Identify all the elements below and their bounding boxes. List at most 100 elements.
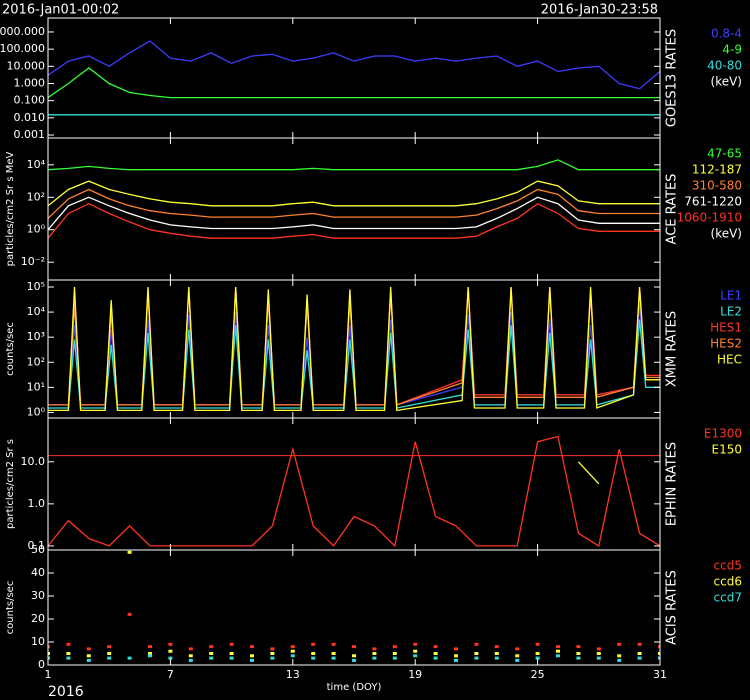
y-tick-label: 0.001 (14, 128, 46, 141)
scatter-point (290, 654, 295, 658)
legend-entry: 310-580 (692, 179, 742, 193)
scatter-point (250, 658, 254, 662)
scatter-point (474, 652, 479, 655)
legend-entry: HES1 (710, 321, 742, 335)
scatter-point (454, 658, 458, 662)
plot-area (48, 435, 660, 548)
scatter-point (617, 658, 622, 662)
scatter-point (413, 649, 418, 653)
plot-area (48, 159, 660, 239)
scatter-point (188, 647, 193, 651)
scatter-point (331, 642, 336, 646)
y-axis-title: counts/sec (5, 322, 16, 376)
legend-entry: ccd6 (714, 575, 742, 589)
series-line (48, 202, 660, 239)
panel-label: XMM RATES (665, 311, 680, 387)
y-tick-label: 10 (31, 635, 45, 648)
legend-entry: HES2 (710, 337, 742, 351)
scatter-point (229, 642, 234, 646)
series-line (48, 159, 660, 171)
scatter-point (556, 645, 560, 649)
scatter-point (250, 645, 254, 649)
scatter-point (48, 656, 50, 660)
x-tick-label: 19 (408, 668, 422, 681)
scatter-point (433, 645, 438, 649)
y-tick-label: 100.000 (0, 42, 45, 55)
y-tick-label: 10¹ (27, 380, 45, 393)
series-line (48, 67, 660, 99)
scatter-point (107, 645, 112, 649)
scatter-point (66, 642, 71, 646)
y-axis-title: particles/cm2 Sr s (5, 439, 16, 529)
scatter-point (596, 656, 601, 660)
scatter-point (658, 652, 660, 655)
scatter-point (352, 645, 356, 649)
y-tick-label: 1.0 (28, 497, 46, 510)
scatter-point (576, 656, 581, 660)
x-tick-label: 13 (286, 668, 300, 681)
series-line (48, 196, 660, 231)
scatter-point (372, 647, 377, 651)
start-time: 2016-Jan01-00:02 (2, 3, 119, 18)
y-tick-label: 10² (27, 355, 45, 368)
scatter-point (596, 652, 601, 655)
scatter-point (188, 654, 193, 658)
scatter-point (433, 652, 438, 655)
scatter-point (637, 652, 642, 655)
scatter-point (127, 550, 132, 554)
y-tick-label: 10² (27, 190, 45, 203)
scatter-point (392, 652, 397, 655)
scatter-point (250, 654, 254, 658)
x-tick-label: 7 (167, 668, 174, 681)
y-tick-label: 1.000 (14, 76, 46, 89)
scatter-point (372, 656, 377, 660)
scatter-point (86, 647, 91, 651)
y-tick-label: 40 (31, 566, 45, 579)
scatter-point (48, 652, 50, 655)
scatter-point (229, 656, 234, 660)
scatter-point (66, 656, 71, 660)
scatter-point (270, 652, 275, 655)
scatter-point (48, 645, 50, 649)
panel-label: ACE RATES (665, 174, 680, 245)
y-axis-title: counts/sec (5, 581, 16, 635)
plot-area (48, 550, 660, 662)
y-tick-label: 10.000 (7, 59, 46, 72)
scatter-point (576, 645, 581, 649)
legend-entry: 112-187 (692, 163, 742, 177)
y-tick-label: 0.1 (28, 539, 46, 552)
scatter-point (209, 645, 214, 649)
scatter-point (535, 652, 540, 655)
scatter-point (617, 654, 622, 658)
legend-entry: ccd7 (714, 591, 742, 605)
y-tick-label: 10⁴ (27, 158, 46, 171)
scatter-point (576, 652, 581, 655)
y-tick-label: 10⁻² (21, 255, 45, 268)
scatter-point (352, 654, 356, 658)
x-axis-title: time (DOY) (327, 682, 382, 693)
scatter-point (515, 658, 520, 662)
scatter-point (311, 642, 316, 646)
scatter-point (107, 656, 112, 660)
legend-entry: HEC (717, 353, 742, 367)
series-line (48, 286, 660, 412)
scatter-point (127, 656, 132, 660)
legend-entry: LE1 (720, 289, 742, 303)
scatter-point (290, 649, 295, 653)
plot-area (48, 40, 660, 116)
y-tick-label: 30 (31, 589, 45, 602)
scatter-point (617, 642, 622, 646)
legend-entry: 4-9 (722, 43, 742, 57)
scatter-point (148, 654, 152, 658)
legend-unit: (keV) (711, 227, 742, 241)
scatter-point (596, 647, 601, 651)
scatter-point (168, 656, 173, 660)
scatter-point (148, 645, 152, 649)
series-line (577, 461, 600, 485)
legend-entry: ccd5 (714, 559, 742, 573)
scatter-point (86, 658, 91, 662)
scatter-point (311, 656, 316, 660)
y-tick-label: 10⁴ (27, 305, 46, 318)
scatter-point (413, 642, 418, 646)
